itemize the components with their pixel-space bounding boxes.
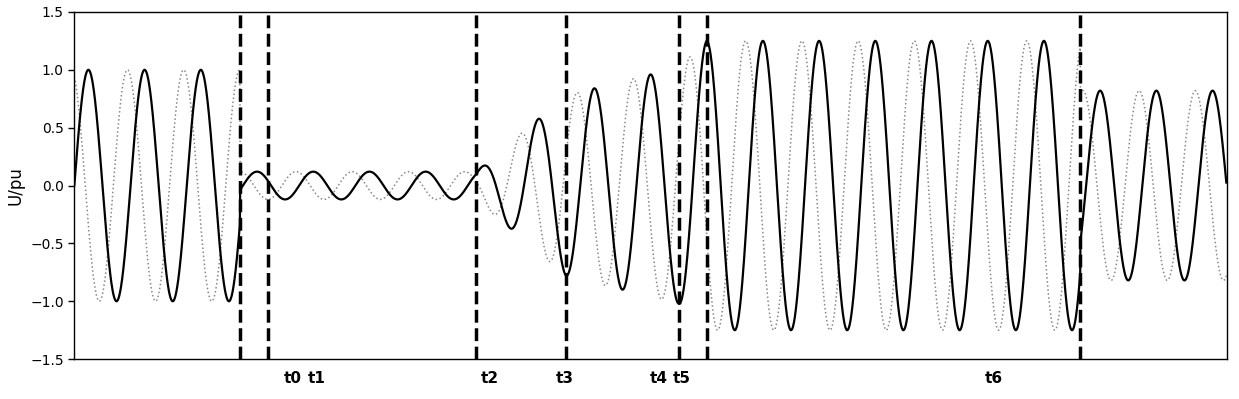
Text: t3: t3: [556, 371, 574, 386]
Text: t5: t5: [673, 371, 691, 386]
Text: t4: t4: [649, 371, 668, 386]
Text: t2: t2: [481, 371, 499, 386]
Text: t6: t6: [984, 371, 1002, 386]
Text: t0: t0: [284, 371, 302, 386]
Y-axis label: U/pu: U/pu: [6, 166, 25, 205]
Text: t1: t1: [307, 371, 326, 386]
